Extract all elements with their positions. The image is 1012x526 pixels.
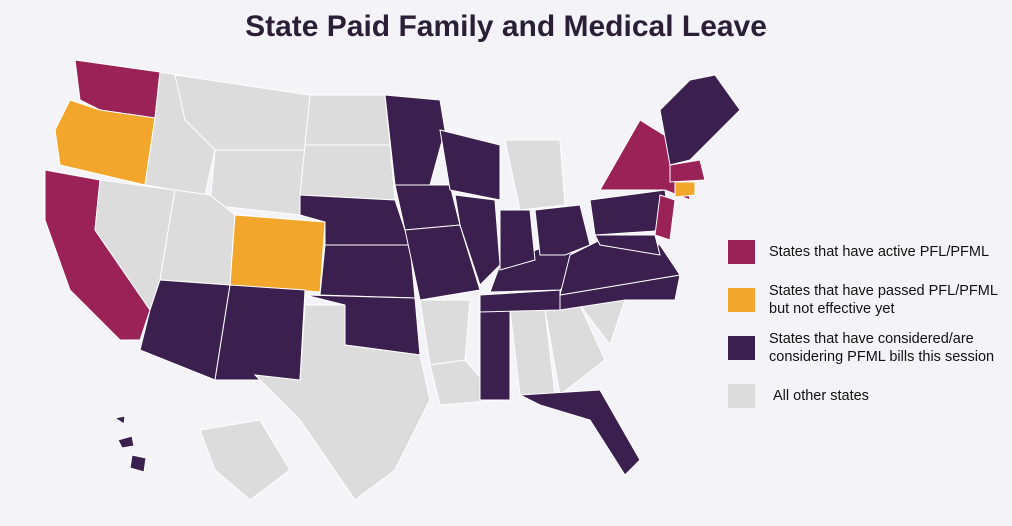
- legend-item: States that have considered/are consider…: [728, 328, 1008, 368]
- state: [117, 435, 135, 449]
- state: [304, 94, 391, 146]
- state: [479, 309, 511, 401]
- legend-item: States that have active PFL/PFML: [728, 232, 1008, 272]
- legend: States that have active PFL/PFML States t…: [728, 232, 1008, 424]
- legend-label: All other states: [773, 388, 869, 404]
- states: [44, 59, 741, 501]
- state: [674, 181, 696, 198]
- state: [129, 454, 147, 473]
- state: [199, 419, 291, 501]
- state: [659, 74, 741, 166]
- legend-item: All other states: [728, 376, 1008, 416]
- state: [299, 144, 396, 201]
- state: [214, 284, 306, 381]
- legend-label: States that have active PFL/PFML: [769, 244, 990, 260]
- state: [479, 289, 561, 313]
- state: [139, 279, 231, 381]
- state: [113, 415, 126, 425]
- state: [419, 299, 471, 366]
- legend-swatch: [728, 288, 755, 312]
- legend-item: States that have passed PFL/PFML but not…: [728, 280, 1008, 320]
- state: [518, 389, 641, 476]
- state: [394, 184, 461, 231]
- state: [654, 194, 676, 241]
- state: [504, 139, 566, 211]
- legend-swatch: [728, 240, 755, 264]
- state: [594, 234, 661, 256]
- state: [454, 194, 501, 286]
- legend-label: States that have considered/are consider…: [769, 331, 995, 365]
- state: [384, 94, 446, 186]
- legend-label: States that have passed PFL/PFML but not…: [769, 283, 998, 317]
- state: [209, 149, 306, 216]
- state: [499, 209, 536, 271]
- state: [253, 304, 431, 501]
- state: [669, 159, 706, 183]
- state: [439, 129, 501, 201]
- state: [229, 214, 326, 293]
- legend-swatch: [728, 336, 755, 360]
- state: [534, 204, 591, 256]
- state: [404, 224, 481, 301]
- legend-swatch: [728, 384, 755, 408]
- state: [319, 244, 416, 299]
- title: State Paid Family and Medical Leave: [245, 10, 767, 43]
